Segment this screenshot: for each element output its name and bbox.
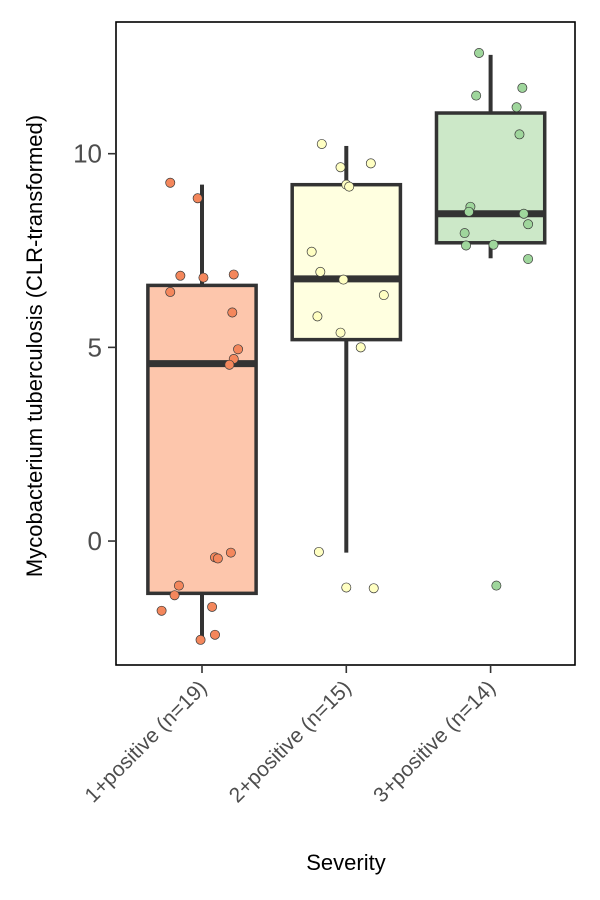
data-point [306,246,317,257]
y-tick-label: 0 [88,526,102,556]
box-group-3 [434,48,547,591]
data-point [344,181,355,192]
box [290,182,403,342]
data-point [156,605,167,616]
data-point [198,272,209,283]
data-point [341,582,352,593]
data-point [192,193,203,204]
plot-area [146,48,547,645]
data-point [335,162,346,173]
data-point [335,327,346,338]
data-point [212,553,223,564]
data-point [165,287,176,297]
y-tick-label: 5 [88,332,102,362]
data-point [210,629,220,640]
box [146,283,258,596]
data-point [365,158,376,169]
data-point [368,583,379,594]
data-point [169,590,180,601]
data-point [461,240,472,251]
data-point [316,139,327,149]
data-point [225,547,236,558]
data-point [195,634,206,645]
data-point [312,311,323,322]
data-point [511,102,522,113]
data-point [175,270,186,281]
x-axis-title: Severity [306,850,385,875]
data-point [173,580,184,591]
data-point [315,266,326,277]
data-point [518,208,529,219]
data-point [165,177,176,188]
data-point [488,239,499,250]
data-point [517,82,528,93]
data-point [207,601,218,612]
data-point [491,580,502,591]
data-point [378,290,389,301]
y-tick-label: 10 [73,139,102,169]
data-point [474,48,485,58]
data-point [338,274,349,285]
data-point [313,546,324,557]
data-point [514,129,525,140]
data-point [459,228,470,239]
data-point [228,269,239,280]
data-point [233,344,244,355]
data-point [355,342,366,353]
data-point [523,219,534,230]
data-point [523,254,534,265]
data-point [227,307,238,318]
data-point [471,90,482,101]
box-group-2 [290,139,403,594]
data-point [464,206,474,217]
box-group-1 [146,177,258,645]
data-point [224,359,235,370]
y-axis-title: Mycobacterium tuberculosis (CLR-transfor… [22,115,47,577]
